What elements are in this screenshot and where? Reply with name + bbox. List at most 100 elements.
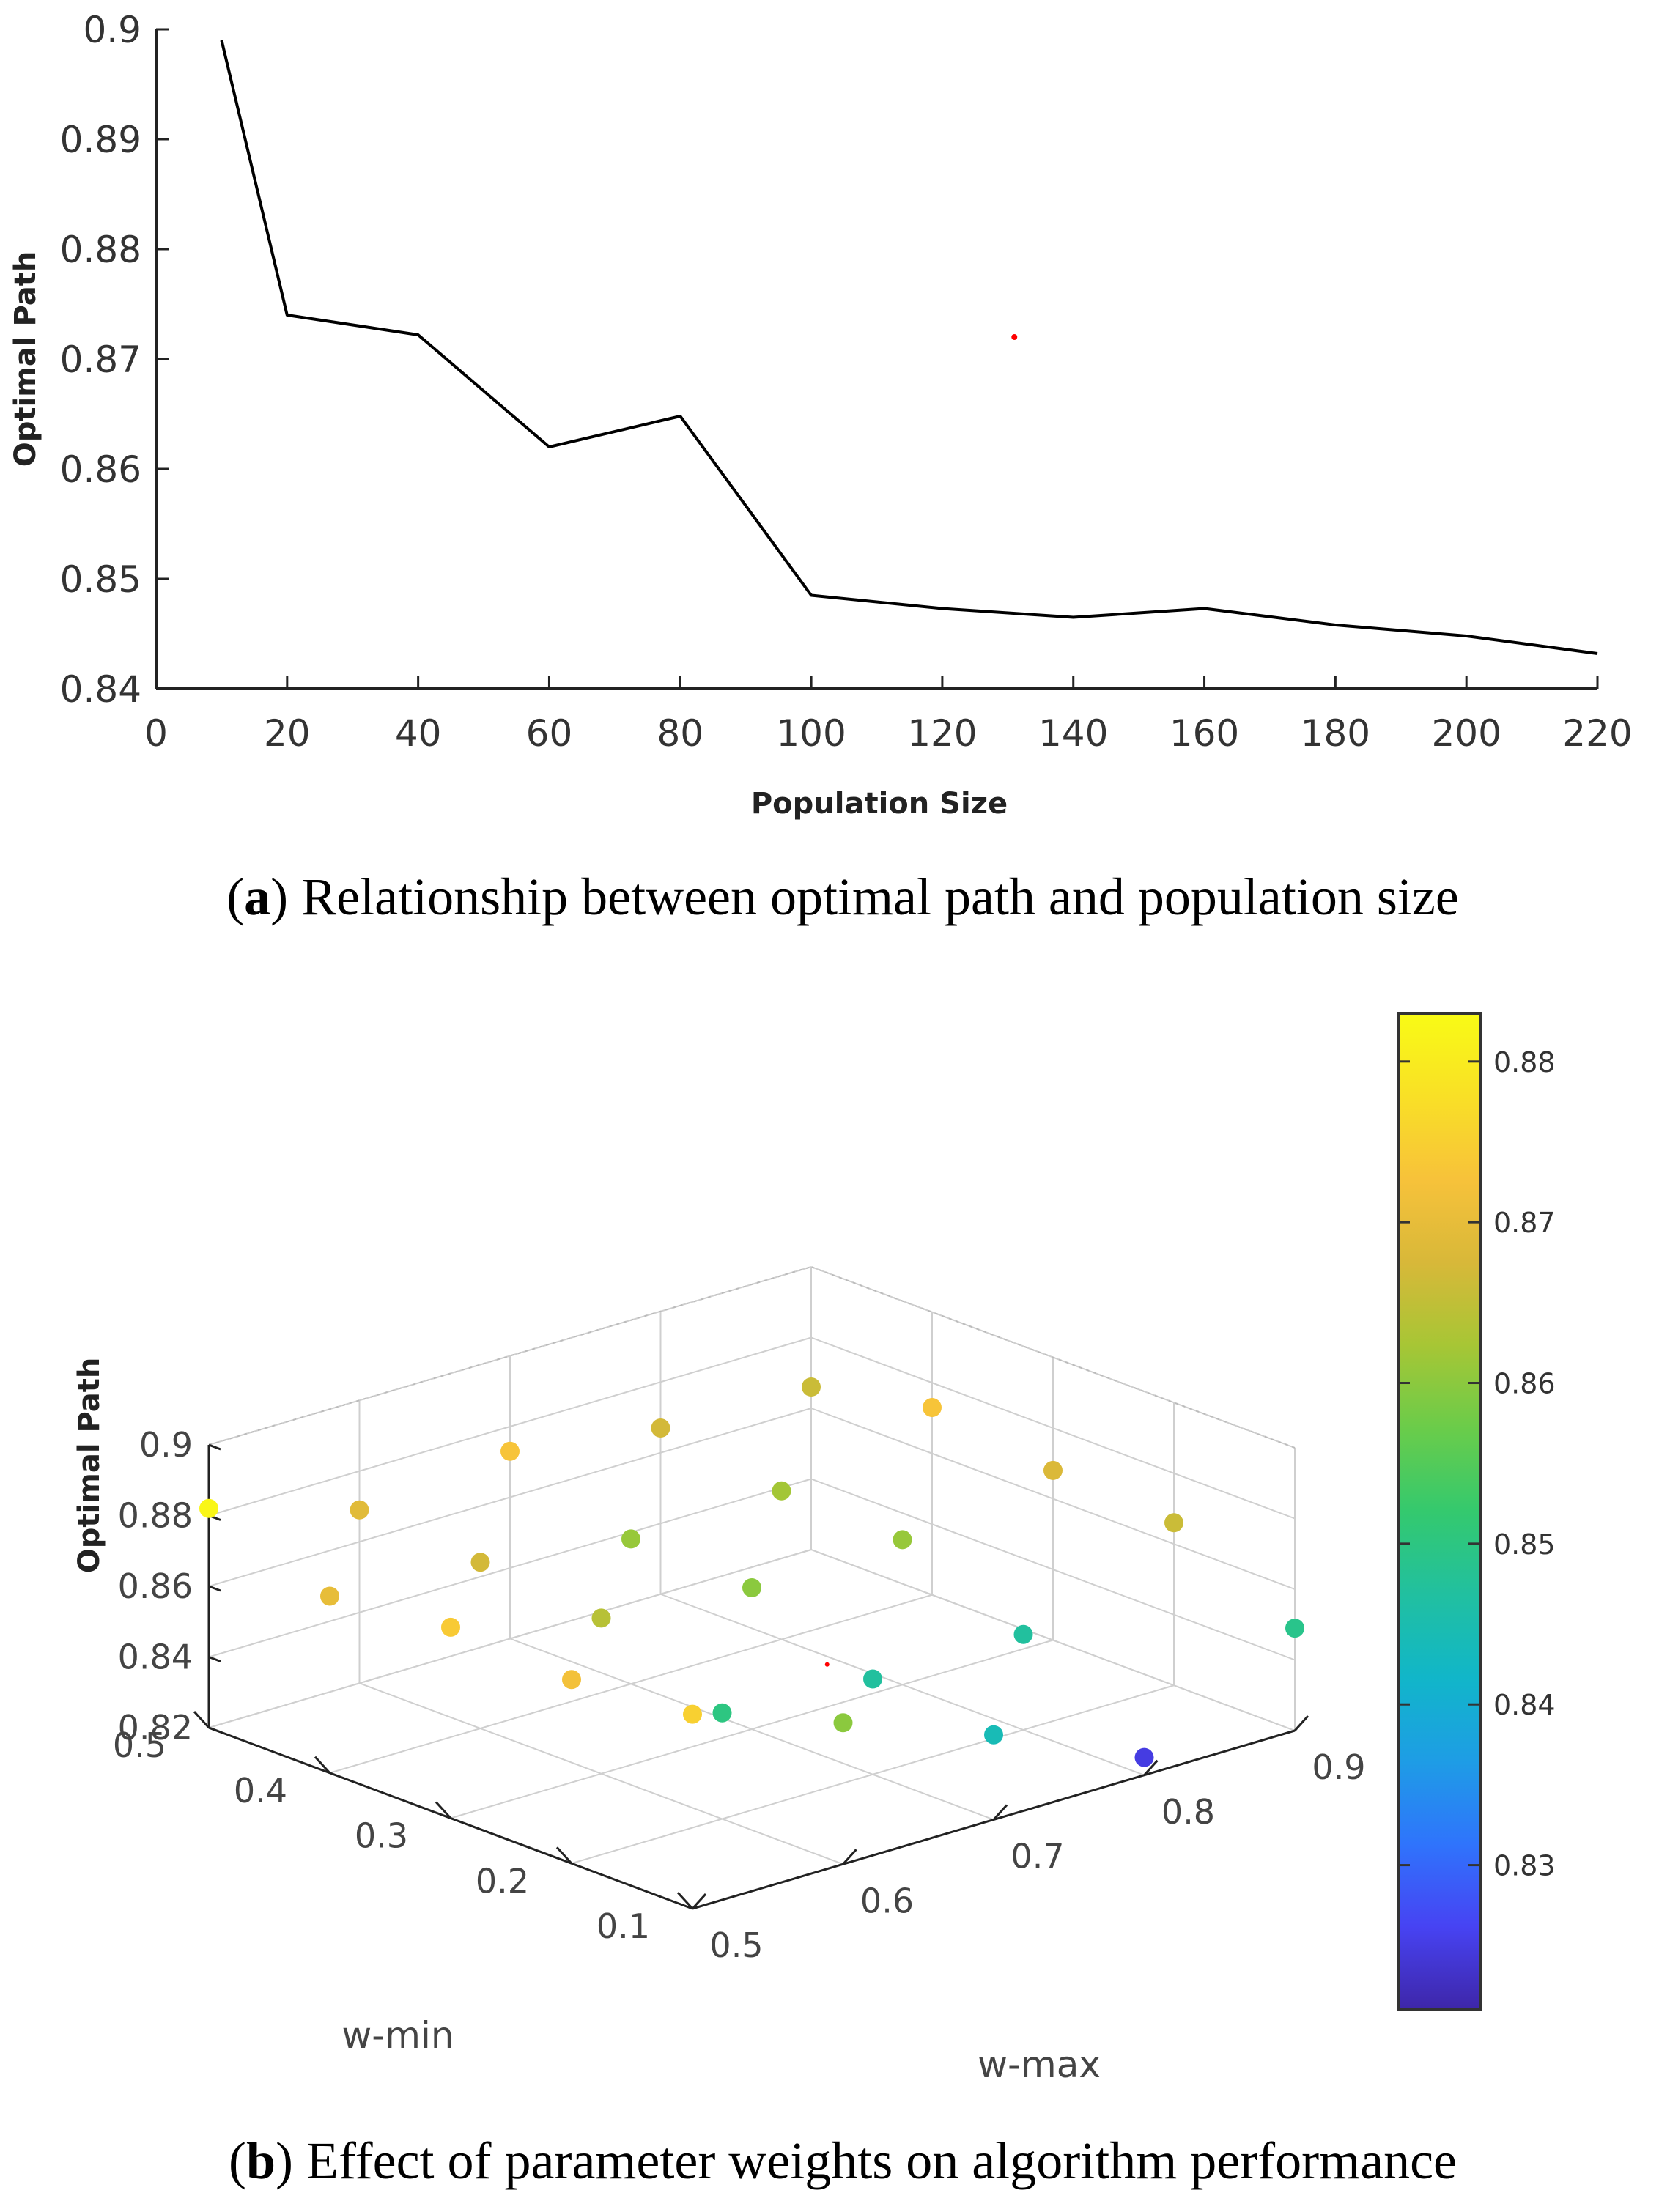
scatter-point: [651, 1418, 670, 1438]
line-chart-panel: 0 20 40 60 80 100 120 140 160 180 200 220 0.84 0.85 0.…: [9, 9, 1633, 926]
scatter-point: [591, 1608, 611, 1628]
y-tick-label: 0.9: [83, 9, 141, 51]
y-axis-label: w-min: [341, 2014, 454, 2057]
series-line-optimal-path: [220, 40, 1598, 655]
scatter-point: [1164, 1513, 1183, 1533]
colorbar-tick-label: 0.86: [1493, 1368, 1556, 1400]
caption-b: (b) Effect of parameter weights on algor…: [229, 2131, 1457, 2190]
y-tick-mark: [555, 1846, 573, 1865]
colorbar-tick-label: 0.84: [1493, 1689, 1556, 1721]
box-edge: [810, 1266, 1296, 1449]
gridline: [208, 1549, 812, 1728]
scatter-point: [1043, 1460, 1063, 1480]
scatter-point: [742, 1578, 761, 1597]
y-tick-mark: [314, 1756, 331, 1774]
box-edge: [208, 1266, 812, 1446]
y-tick-mark: [435, 1801, 452, 1819]
z-tick-label: 0.84: [118, 1638, 193, 1677]
scatter-point: [984, 1725, 1003, 1745]
x-axis-label: w-max: [978, 2043, 1101, 2086]
gridline: [329, 1594, 933, 1774]
x-tick-label: 100: [776, 712, 846, 755]
red-marker-point: [1011, 334, 1018, 340]
axes-box: [207, 1266, 1296, 1910]
y-axis-label: Optimal Path: [9, 251, 43, 467]
y-tick-label: 0.4: [234, 1771, 287, 1810]
x-tick-label: 0.9: [1312, 1747, 1365, 1787]
scatter-point: [893, 1530, 912, 1550]
x-tick-label: 140: [1038, 712, 1108, 755]
scatter-point: [441, 1617, 460, 1637]
scatter-point: [1013, 1624, 1033, 1644]
x-tick-label: 40: [395, 712, 442, 755]
x-axis-label: Population Size: [751, 787, 1008, 821]
gridline: [571, 1684, 1175, 1865]
x-tick-mark: [1143, 1759, 1159, 1776]
scatter-point: [1285, 1619, 1304, 1638]
y-tick-label: 0.87: [60, 339, 141, 381]
z-tick-label: 0.9: [139, 1425, 193, 1465]
colorbar-tick-label: 0.87: [1493, 1207, 1556, 1239]
colorbar-tick-label: 0.83: [1493, 1850, 1556, 1882]
scatter-point: [772, 1481, 791, 1501]
scatter-point: [350, 1500, 369, 1520]
scatter-point: [712, 1703, 732, 1723]
x-tick-label: 0.8: [1161, 1792, 1215, 1832]
y-tick-label: 0.2: [476, 1861, 529, 1901]
z-tick-mark: [208, 1726, 221, 1734]
y-tick-label: 0.86: [60, 448, 141, 491]
scatter-point: [863, 1669, 882, 1689]
y-tick-label: 0.3: [355, 1816, 408, 1856]
z-tick-mark: [208, 1585, 221, 1592]
x-tick-mark: [992, 1804, 1008, 1821]
scatter-point: [470, 1553, 490, 1572]
x-tick-label: 120: [907, 712, 977, 755]
x-tick-mark: [842, 1849, 857, 1865]
x-tick-label: 0.5: [709, 1926, 763, 1965]
y-tick-label: 0.5: [113, 1725, 166, 1765]
x-tick-label: 200: [1431, 712, 1501, 755]
scatter-point: [802, 1377, 821, 1397]
scatter-point: [683, 1704, 702, 1724]
colorbar: [1397, 1012, 1482, 2011]
z-tick-mark: [208, 1443, 221, 1451]
y-tick-label: 0.1: [596, 1906, 650, 1946]
x-tick-label: 60: [526, 712, 573, 755]
scatter-point: [500, 1441, 520, 1461]
x-tick-mark: [691, 1893, 707, 1910]
x-tick-mark: [1293, 1715, 1309, 1732]
caption-a: (a) Relationship between optimal path an…: [226, 868, 1459, 926]
y-tick-label: 0.88: [60, 229, 141, 271]
x-tick-label: 80: [657, 712, 703, 755]
colorbar-tick-label: 0.88: [1493, 1046, 1556, 1079]
scatter3d-panel: 0.82 0.84 0.86 0.88 0.9 0.1 0.2 0.3 0.4 0.5 0.5 0.6…: [73, 1012, 1556, 2190]
caption-b-text: ) Effect of parameter weights on algorit…: [276, 2131, 1457, 2190]
x-tick-label: 220: [1562, 712, 1632, 755]
z-tick-label: 0.86: [118, 1566, 193, 1606]
scatter-point: [562, 1670, 581, 1690]
x-tick-label: 20: [264, 712, 311, 755]
red-marker-point: [824, 1662, 830, 1667]
colorbar-tick-label: 0.85: [1493, 1528, 1556, 1561]
scatter-point: [833, 1713, 853, 1733]
x-tick-label: 0: [144, 712, 168, 755]
x-tick-label: 0.6: [860, 1881, 914, 1920]
caption-b-letter: b: [246, 2131, 276, 2190]
z-tick-mark: [208, 1656, 221, 1662]
z-tick-label: 0.82: [118, 1708, 193, 1747]
caption-a-letter: a: [244, 868, 270, 926]
scatter-point: [923, 1398, 942, 1417]
x-tick-label: 160: [1170, 712, 1239, 755]
y-tick-mark: [193, 1710, 210, 1729]
scatter-point: [320, 1586, 339, 1606]
scatter-point: [621, 1529, 640, 1549]
scatter-point: [199, 1498, 218, 1518]
x-tick-label: 0.7: [1011, 1837, 1064, 1876]
y-tick-mark: [676, 1891, 694, 1910]
gridline: [450, 1639, 1054, 1819]
x-tick-label: 180: [1301, 712, 1370, 755]
y-tick-label: 0.84: [60, 668, 141, 711]
scatter-point: [1134, 1747, 1154, 1767]
z-axis-label: Optimal Path: [73, 1358, 106, 1574]
